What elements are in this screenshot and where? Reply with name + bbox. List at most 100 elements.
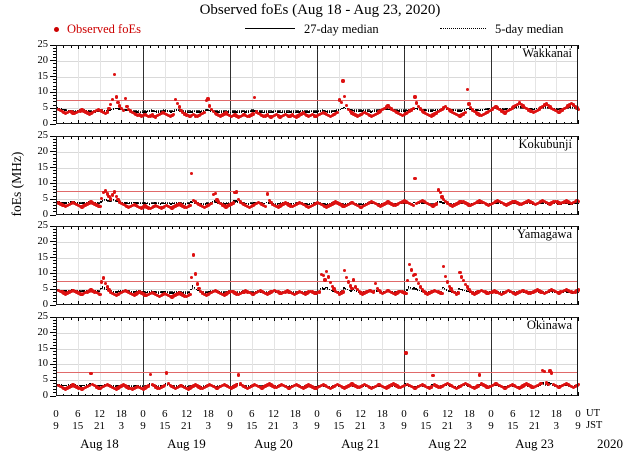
x-tick — [143, 211, 144, 215]
observed-point — [200, 204, 205, 209]
median-5day-point — [296, 110, 298, 112]
panel-frame — [56, 45, 578, 124]
median-5day-point — [316, 110, 318, 112]
median-27day-point — [188, 202, 190, 205]
x-tick-top — [317, 45, 318, 49]
observed-point — [217, 200, 221, 204]
observed-point — [170, 206, 174, 210]
observed-point — [523, 105, 527, 110]
x-tick-top-minor — [128, 136, 130, 139]
observed-point — [344, 203, 349, 208]
observed-point — [301, 202, 306, 207]
median-5day-point — [330, 110, 332, 112]
observed-point — [470, 108, 475, 112]
observed-point — [163, 204, 167, 208]
x-tick-minor — [309, 121, 311, 124]
median-27day-point — [137, 202, 140, 205]
median-27day-point — [150, 202, 152, 205]
observed-point — [517, 101, 522, 105]
x-hour-label: 18 3 — [550, 408, 562, 432]
x-tick-top-minor — [309, 45, 311, 48]
hour-gridline — [295, 45, 297, 124]
median-27day-point — [96, 202, 98, 204]
observed-point — [94, 203, 99, 207]
x-tick — [164, 120, 166, 124]
median-27day-point — [344, 107, 347, 110]
x-tick-minor — [498, 212, 500, 215]
x-tick — [186, 211, 188, 215]
observed-point — [542, 103, 547, 107]
median-27day-point — [215, 201, 217, 203]
median-27day-point — [533, 108, 536, 110]
x-tick-minor — [85, 121, 86, 124]
observed-point — [211, 110, 216, 114]
legend-item-27day: 27-day median — [245, 21, 379, 37]
observed-point — [353, 113, 358, 117]
observed-point — [375, 202, 379, 207]
median-5day-point — [186, 110, 188, 112]
x-tick-top-minor — [483, 45, 485, 48]
median-27day-point — [355, 110, 358, 112]
panel-frame — [56, 136, 578, 215]
observed-point — [355, 203, 360, 208]
observed-point — [123, 203, 127, 208]
observed-point — [127, 107, 131, 111]
x-tick-top-minor — [106, 45, 108, 48]
observed-point — [402, 199, 406, 203]
median-27day-point — [467, 107, 469, 110]
x-tick-top — [230, 136, 231, 140]
observed-point — [461, 112, 466, 116]
observed-point — [233, 190, 237, 195]
x-axis-units: UT JST — [586, 408, 603, 431]
x-tick-minor — [346, 121, 347, 124]
x-tick-top-minor — [520, 136, 521, 139]
x-tick-top-minor — [505, 136, 507, 139]
median-27day-point — [82, 202, 84, 204]
observed-point — [238, 114, 243, 118]
observed-point — [413, 176, 417, 181]
observed-point — [409, 202, 414, 207]
x-tick-top-minor — [396, 136, 398, 139]
x-tick — [491, 211, 492, 215]
x-tick-top-minor — [237, 45, 239, 48]
x-tick-minor — [563, 212, 565, 215]
x-tick-minor — [476, 212, 478, 215]
x-tick-top-minor — [454, 136, 456, 139]
median-27day-point — [575, 202, 577, 205]
x-tick-top — [77, 136, 79, 140]
observed-point — [190, 172, 194, 176]
median-27day-point — [107, 199, 109, 202]
observed-point — [416, 200, 421, 205]
median-27day-point — [501, 108, 503, 110]
observed-point — [276, 114, 280, 118]
median-5day-point — [298, 110, 300, 112]
median-27day-point — [463, 109, 466, 111]
observed-point — [344, 103, 349, 108]
median-27day-point — [289, 111, 291, 113]
observed-point — [65, 110, 70, 115]
x-tick-minor — [135, 121, 137, 124]
x-tick-minor — [244, 121, 246, 124]
median-5day-point — [157, 110, 159, 112]
median-27day-point — [182, 202, 185, 205]
x-hour-label: 18 3 — [289, 408, 301, 432]
observed-point — [134, 203, 138, 207]
observed-point — [137, 113, 142, 117]
x-tick-minor — [222, 121, 224, 124]
median-27day-point — [332, 110, 334, 113]
observed-point — [380, 203, 385, 207]
x-tick-minor — [302, 121, 304, 124]
median-27day-point — [204, 203, 206, 205]
x-tick-minor — [266, 212, 268, 215]
x-tick-top-minor — [375, 45, 376, 48]
x-tick-top-minor — [563, 45, 565, 48]
median-27day-point — [191, 201, 194, 204]
median-27day-point — [440, 201, 442, 203]
observed-point — [103, 189, 108, 193]
x-tick-minor — [193, 121, 195, 124]
observed-point — [479, 200, 484, 204]
observed-point — [346, 107, 351, 111]
x-tick — [556, 211, 558, 215]
reference-line — [56, 100, 578, 102]
